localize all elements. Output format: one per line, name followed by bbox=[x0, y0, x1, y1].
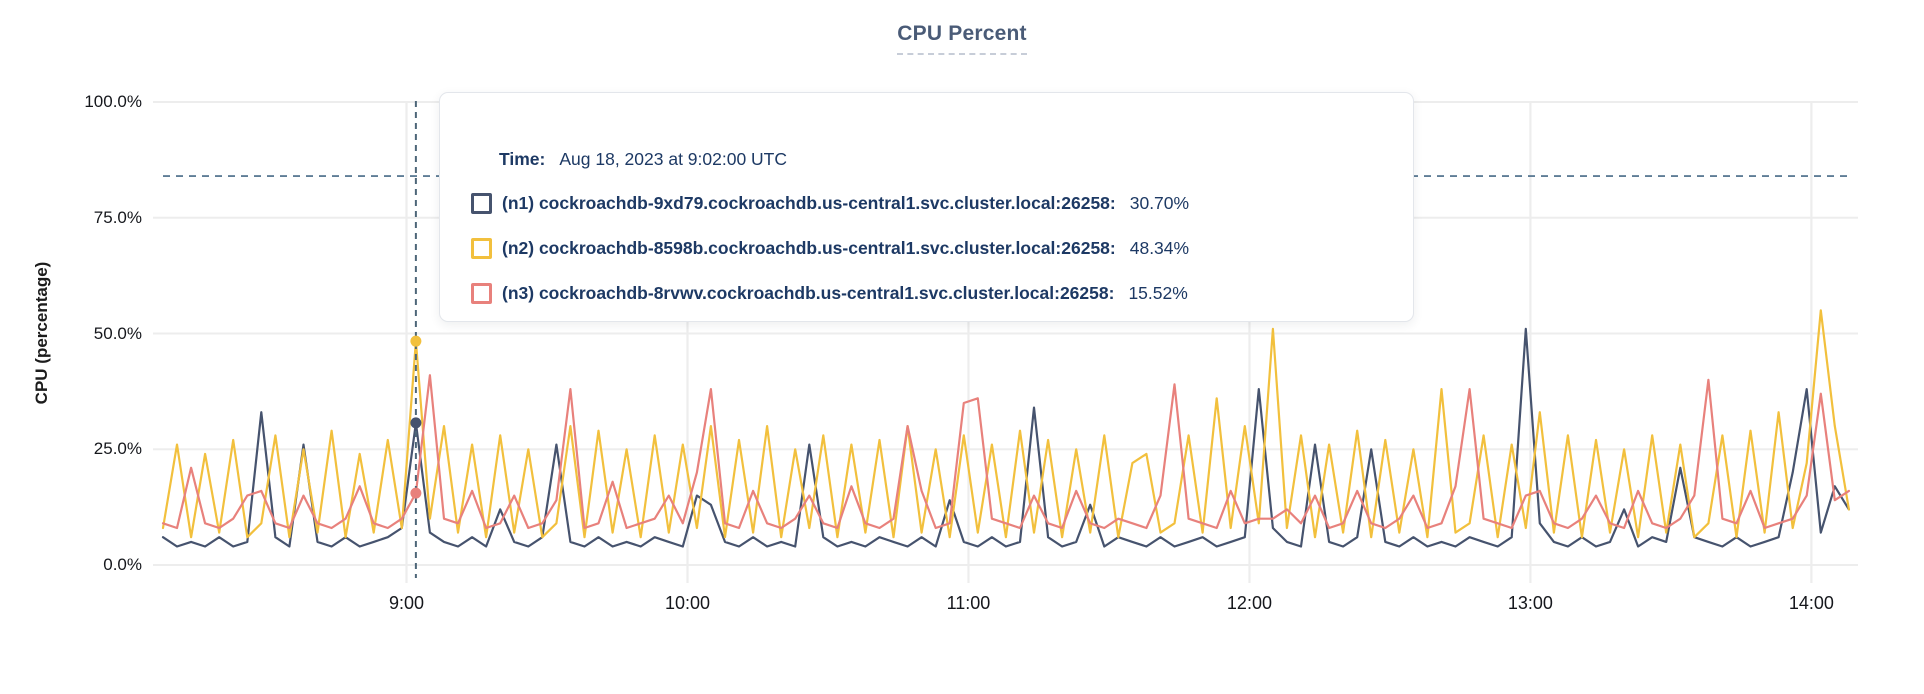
x-tick-label: 11:00 bbox=[946, 593, 991, 613]
tooltip-series-row-n1: (n1) cockroachdb-9xd79.cockroachdb.us-ce… bbox=[471, 193, 1377, 214]
x-tick-label: 12:00 bbox=[1226, 593, 1272, 613]
y-tick-label: 75.0% bbox=[93, 207, 142, 227]
tooltip-series-row-n2: (n2) cockroachdb-8598b.cockroachdb.us-ce… bbox=[471, 238, 1377, 259]
series-n3-swatch-icon bbox=[471, 283, 492, 304]
tooltip-series-value: 30.70% bbox=[1129, 193, 1190, 213]
hover-tooltip: Time: Aug 18, 2023 at 9:02:00 UTC (n1) co… bbox=[439, 92, 1414, 322]
tooltip-time-value: Aug 18, 2023 at 9:02:00 UTC bbox=[559, 149, 788, 169]
x-tick-label: 14:00 bbox=[1788, 593, 1834, 613]
x-tick-label: 13:00 bbox=[1507, 593, 1553, 613]
tooltip-series-name: (n3) cockroachdb-8rvwv.cockroachdb.us-ce… bbox=[502, 283, 1115, 303]
y-tick-label: 25.0% bbox=[93, 439, 142, 459]
tooltip-series-value: 48.34% bbox=[1129, 238, 1190, 258]
y-tick-label: 0.0% bbox=[103, 555, 142, 574]
x-tick-label: 9:00 bbox=[388, 593, 425, 613]
tooltip-series-row-n3: (n3) cockroachdb-8rvwv.cockroachdb.us-ce… bbox=[471, 283, 1377, 304]
tooltip-series-name: (n2) cockroachdb-8598b.cockroachdb.us-ce… bbox=[502, 238, 1116, 258]
y-axis-title: CPU (percentage) bbox=[32, 261, 51, 405]
x-tick-label: 10:00 bbox=[664, 593, 710, 613]
tooltip-series-value: 15.52% bbox=[1128, 283, 1188, 303]
tooltip-time-label: Time: bbox=[499, 149, 546, 169]
chart-title-wrap: CPU Percent bbox=[0, 22, 1924, 55]
series-n2-swatch-icon bbox=[471, 238, 492, 259]
y-tick-label: 100.0% bbox=[84, 92, 142, 111]
chart-title: CPU Percent bbox=[897, 22, 1027, 55]
tooltip-series-name: (n1) cockroachdb-9xd79.cockroachdb.us-ce… bbox=[502, 193, 1116, 213]
y-tick-label: 50.0% bbox=[93, 323, 142, 343]
tooltip-time-row: Time: Aug 18, 2023 at 9:02:00 UTC bbox=[499, 149, 1377, 170]
series-n1-swatch-icon bbox=[471, 193, 492, 214]
